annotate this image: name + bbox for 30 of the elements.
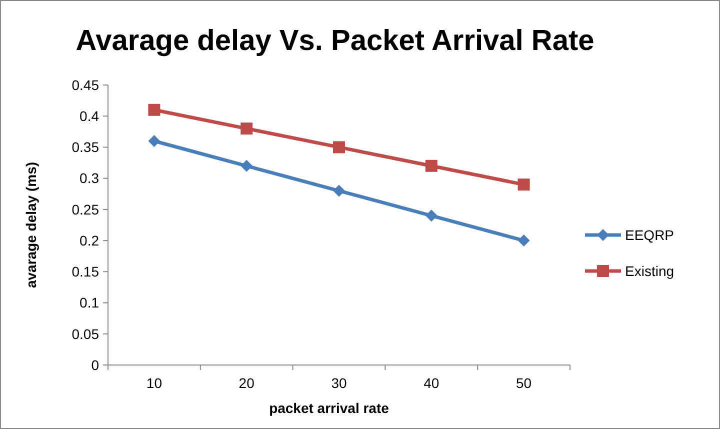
point [333, 184, 345, 197]
point [425, 210, 438, 222]
point [518, 178, 530, 191]
y-tick-label: 0.35 [72, 139, 100, 156]
chart-title: Avarage delay Vs. Packet Arrival Rate [76, 25, 594, 57]
y-tick-label: 0.45 [72, 76, 100, 93]
x-tick-label: 20 [238, 375, 255, 391]
legend-label: EEQRP [625, 226, 674, 243]
y-tick-label: 0.1 [80, 294, 100, 311]
y-tick-label: 0.25 [72, 201, 100, 218]
x-tick-label: 50 [516, 375, 532, 391]
y-axis-title: avarage delay (ms) [23, 162, 39, 288]
y-tick-label: 0.2 [80, 232, 100, 248]
y-tick-label: 0.15 [72, 264, 100, 280]
x-tick-label: 10 [146, 375, 162, 391]
y-tick-label: 0.3 [80, 170, 100, 186]
point [425, 160, 438, 172]
y-tick-label: 0.05 [72, 326, 100, 342]
y-tick-label: 0 [91, 356, 100, 373]
point [518, 234, 530, 247]
x-tick-label: 40 [424, 375, 440, 391]
legend-label: Existing [625, 262, 674, 279]
x-tick-label: 30 [331, 375, 347, 391]
x-axis-title: packet arrival rate [269, 400, 390, 416]
point [240, 122, 253, 135]
y-tick-label: 0.4 [80, 108, 100, 124]
point [333, 141, 345, 154]
point [148, 104, 160, 116]
point [148, 135, 160, 147]
point [240, 160, 253, 172]
